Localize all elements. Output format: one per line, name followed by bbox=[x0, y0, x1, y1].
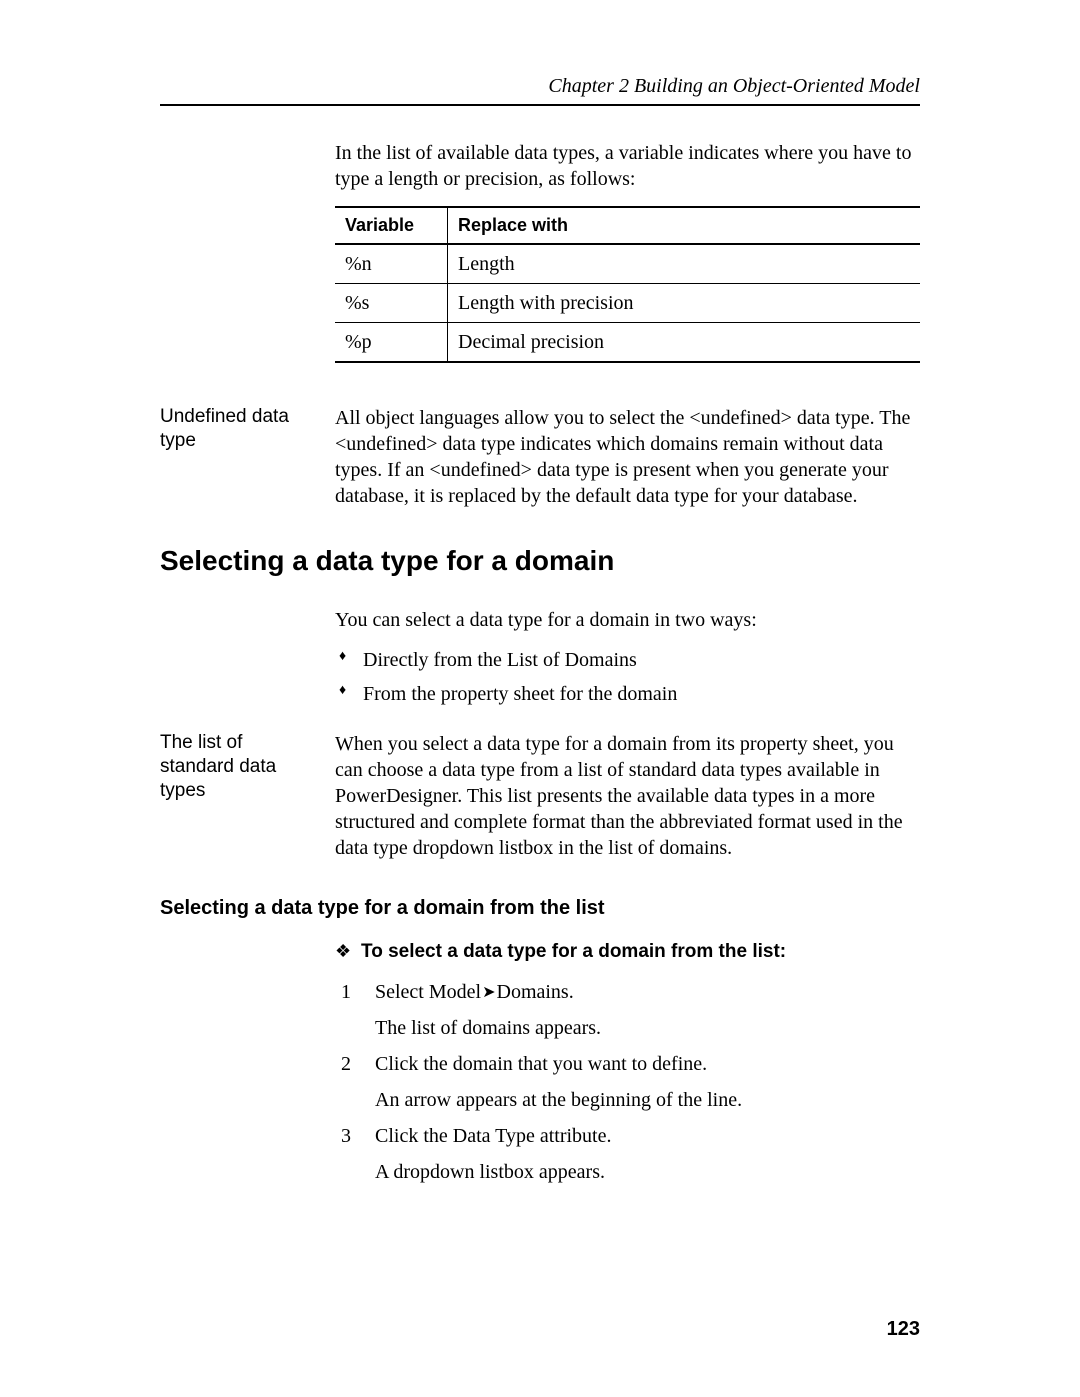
procedure-block: To select a data type for a domain from … bbox=[160, 940, 920, 1195]
section-intro-main: You can select a data type for a domain … bbox=[335, 607, 920, 725]
procedure-side-empty bbox=[160, 940, 315, 1195]
step-action: Click the Data Type attribute. bbox=[375, 1125, 612, 1147]
menu-arrow-icon: ➤ bbox=[482, 983, 495, 1004]
list-item: Directly from the List of Domains bbox=[363, 647, 920, 673]
procedure-main: To select a data type for a domain from … bbox=[335, 940, 920, 1195]
page-number: 123 bbox=[887, 1318, 920, 1341]
table-row: %s Length with precision bbox=[335, 284, 920, 323]
section-heading: Selecting a data type for a domain bbox=[160, 545, 920, 577]
step: Click the domain that you want to define… bbox=[335, 1051, 920, 1113]
std-types-block: The list of standard data types When you… bbox=[160, 731, 920, 861]
procedure-title: To select a data type for a domain from … bbox=[335, 940, 920, 965]
std-body: When you select a data type for a domain… bbox=[335, 731, 920, 861]
ways-list: Directly from the List of Domains From t… bbox=[335, 647, 920, 707]
intro-main: In the list of available data types, a v… bbox=[335, 140, 920, 387]
step-action-prefix: Select Model bbox=[375, 981, 481, 1003]
step-action-suffix: Domains. bbox=[497, 981, 574, 1003]
variable-table: Variable Replace with %n Length %s Lengt… bbox=[335, 206, 920, 363]
section-intro-side-empty bbox=[160, 607, 315, 725]
table-header-row: Variable Replace with bbox=[335, 207, 920, 244]
cell-replace: Length bbox=[448, 244, 921, 284]
step-result: A dropdown listbox appears. bbox=[375, 1159, 920, 1185]
step: Click the Data Type attribute. A dropdow… bbox=[335, 1123, 920, 1185]
running-header: Chapter 2 Building an Object-Oriented Mo… bbox=[160, 75, 920, 106]
cell-variable: %s bbox=[335, 284, 448, 323]
th-replace: Replace with bbox=[448, 207, 921, 244]
cell-replace: Length with precision bbox=[448, 284, 921, 323]
intro-side-empty bbox=[160, 140, 315, 387]
th-variable: Variable bbox=[335, 207, 448, 244]
intro-paragraph: In the list of available data types, a v… bbox=[335, 140, 920, 192]
undefined-block: Undefined data type All object languages… bbox=[160, 405, 920, 509]
std-side-label: The list of standard data types bbox=[160, 731, 315, 861]
undefined-body: All object languages allow you to select… bbox=[335, 405, 920, 509]
subsection-heading: Selecting a data type for a domain from … bbox=[160, 897, 920, 920]
step-action: Click the domain that you want to define… bbox=[375, 1053, 707, 1075]
page: Chapter 2 Building an Object-Oriented Mo… bbox=[0, 0, 1080, 1397]
procedure-steps: Select Model➤Domains. The list of domain… bbox=[335, 979, 920, 1185]
section-intro-text: You can select a data type for a domain … bbox=[335, 607, 920, 633]
step: Select Model➤Domains. The list of domain… bbox=[335, 979, 920, 1041]
step-result: The list of domains appears. bbox=[375, 1015, 920, 1041]
section-intro-block: You can select a data type for a domain … bbox=[160, 607, 920, 725]
cell-replace: Decimal precision bbox=[448, 323, 921, 363]
cell-variable: %p bbox=[335, 323, 448, 363]
step-result: An arrow appears at the beginning of the… bbox=[375, 1087, 920, 1113]
list-item: From the property sheet for the domain bbox=[363, 681, 920, 707]
intro-block: In the list of available data types, a v… bbox=[160, 140, 920, 387]
cell-variable: %n bbox=[335, 244, 448, 284]
table-row: %p Decimal precision bbox=[335, 323, 920, 363]
undefined-side-label: Undefined data type bbox=[160, 405, 315, 509]
table-row: %n Length bbox=[335, 244, 920, 284]
